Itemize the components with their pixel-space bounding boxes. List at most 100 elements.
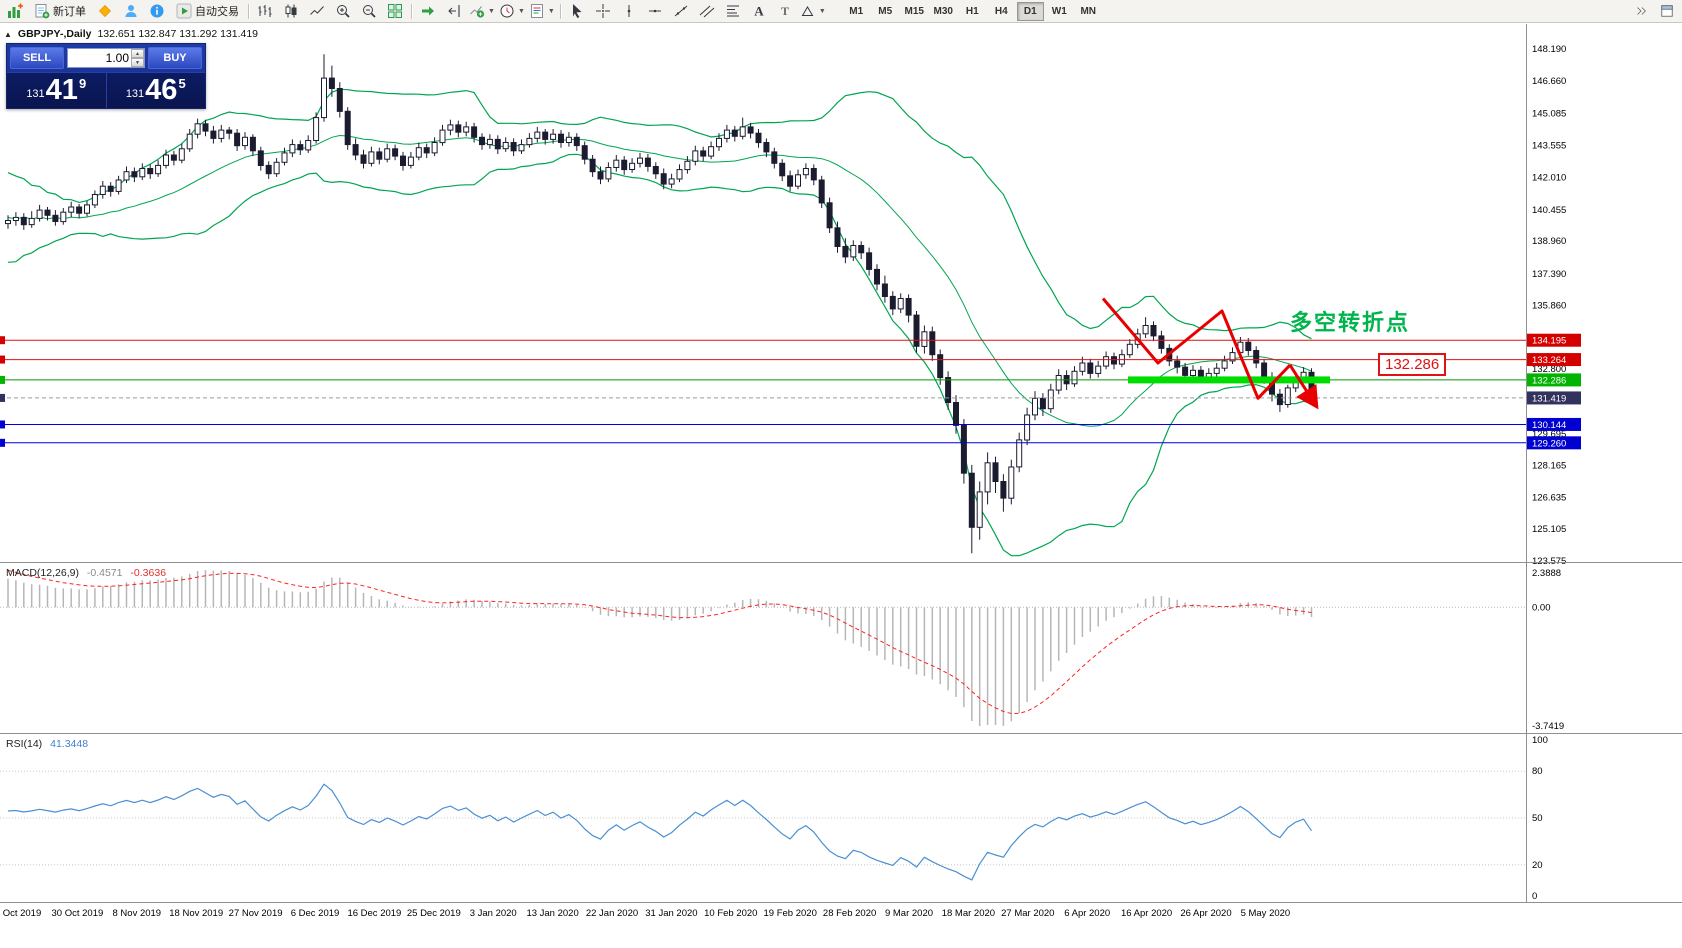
toolbar-overflow-button[interactable]: [1628, 0, 1654, 22]
line-chart-button[interactable]: [304, 0, 330, 22]
autoscroll-button[interactable]: [415, 0, 441, 22]
trendline-tool-button[interactable]: [668, 0, 694, 22]
rsi-scale-label: 80: [1532, 766, 1543, 777]
date-label: 3 Jan 2020: [470, 908, 517, 919]
oct-toggle-icon[interactable]: ▲: [4, 29, 12, 39]
price-scale-label: 123.575: [1532, 556, 1566, 567]
candlestick-chart-button[interactable]: [278, 0, 304, 22]
tile-windows-icon: [387, 3, 403, 19]
price-level-label[interactable]: 132.286: [1378, 353, 1447, 376]
sell-price-display: 131 41 9: [7, 73, 106, 108]
line-left-marker: [0, 420, 5, 429]
rsi-scale-label: 20: [1532, 860, 1543, 871]
candlestick-series: [5, 54, 1315, 554]
indicators-button[interactable]: ▼: [467, 0, 497, 22]
price-scale: 148.190 146.660 145.085 143.555 142.010 140.4…: [1527, 44, 1581, 567]
volume-input[interactable]: 1.00 ▲ ▼: [67, 48, 145, 68]
svg-text:T: T: [781, 4, 789, 18]
line-left-marker: [0, 336, 5, 345]
price-divider: [105, 73, 107, 108]
price-scale-label: 143.555: [1532, 141, 1566, 152]
shapes-tool-button[interactable]: ▼: [798, 0, 828, 22]
price-tag-text: 133.264: [1532, 355, 1566, 366]
sell-price-big: 41: [45, 74, 78, 107]
date-label: 5 May 2020: [1241, 908, 1291, 919]
new-order-button[interactable]: 新订单: [28, 0, 92, 22]
buy-button[interactable]: BUY: [148, 47, 202, 69]
line-left-marker: [0, 393, 5, 402]
autotrading-label: 自动交易: [195, 6, 239, 18]
timeframe-button-m1[interactable]: M1: [849, 5, 864, 17]
price-tag-text: 129.260: [1532, 438, 1566, 449]
timeframe-button-m15[interactable]: M15: [904, 5, 924, 17]
community-button[interactable]: [118, 0, 144, 22]
date-label: 16 Apr 2020: [1121, 908, 1172, 919]
date-label: 18 Nov 2019: [169, 908, 223, 919]
channel-tool-button[interactable]: [694, 0, 720, 22]
timeframe-button-m5[interactable]: M5: [878, 5, 893, 17]
macd-scale-top: 2.3888: [1532, 568, 1561, 579]
timeframe-button-w1[interactable]: W1: [1051, 5, 1067, 17]
timeframe-button-h4[interactable]: H4: [994, 5, 1008, 17]
autotrading-button[interactable]: 自动交易: [170, 0, 245, 22]
templates-button[interactable]: ▼: [527, 0, 557, 22]
label-tool-button[interactable]: T: [772, 0, 798, 22]
volume-value[interactable]: 1.00: [105, 51, 129, 65]
volume-down-button[interactable]: ▼: [131, 58, 144, 67]
tile-windows-button[interactable]: [382, 0, 408, 22]
timeframe-button-m30[interactable]: M30: [933, 5, 953, 17]
new-chart-icon: [7, 3, 23, 19]
price-scale-label: 135.860: [1532, 301, 1566, 312]
price-scale-label: 125.105: [1532, 524, 1566, 535]
macd-scale-zero: 0.00: [1532, 602, 1551, 613]
vertical-line-tool-button[interactable]: [616, 0, 642, 22]
chart-shift-button[interactable]: [441, 0, 467, 22]
zoom-out-button[interactable]: [356, 0, 382, 22]
horizontal-lines[interactable]: [0, 336, 1526, 447]
candlestick-chart-icon: [283, 3, 299, 19]
date-label: 25 Dec 2019: [407, 908, 461, 919]
timeframe-button-d1[interactable]: D1: [1016, 1, 1044, 21]
timeframe-button-h1[interactable]: H1: [965, 5, 979, 17]
periods-button[interactable]: ▼: [497, 0, 527, 22]
timeframe-bar: M1 M5 M15 M30 H1 H4 D1 W1 MN: [842, 1, 1103, 21]
cursor-tool-button[interactable]: [564, 0, 590, 22]
price-tag-131.419: [1527, 391, 1581, 405]
cursor-icon: [569, 3, 585, 19]
rsi-indicator: 100 80 50 20 0: [0, 735, 1548, 902]
label-icon: T: [777, 3, 793, 19]
volume-up-button[interactable]: ▲: [131, 49, 144, 58]
zoom-in-button[interactable]: [330, 0, 356, 22]
bar-chart-button[interactable]: [252, 0, 278, 22]
metaeditor-button[interactable]: [92, 0, 118, 22]
horizontal-line-tool-button[interactable]: [642, 0, 668, 22]
crosshair-tool-button[interactable]: [590, 0, 616, 22]
info-button[interactable]: [144, 0, 170, 22]
docking-icon: [1660, 4, 1674, 18]
docking-button[interactable]: [1654, 0, 1680, 22]
pane-separators: [0, 24, 1682, 903]
support-zone-bar[interactable]: [1128, 376, 1330, 384]
sell-button[interactable]: SELL: [10, 47, 64, 69]
price-scale-label: 138.960: [1532, 236, 1566, 247]
rsi-value: 41.3448: [50, 738, 89, 750]
bollinger-bands: [7, 88, 1312, 557]
date-label: 8 Nov 2019: [113, 908, 162, 919]
timeframe-button-mn[interactable]: MN: [1080, 5, 1097, 17]
channel-icon: [699, 3, 715, 19]
price-tag-130.144: [1527, 417, 1581, 431]
text-tool-button[interactable]: A: [746, 0, 772, 22]
date-label: 9 Mar 2020: [885, 908, 933, 919]
fibonacci-tool-button[interactable]: [720, 0, 746, 22]
date-label: 27 Nov 2019: [229, 908, 283, 919]
price-tag-134.195: [1527, 333, 1581, 347]
macd-signal-line: [7, 569, 1312, 715]
line-left-marker: [0, 355, 5, 364]
price-scale-label: 142.010: [1532, 173, 1566, 184]
zigzag-annotation[interactable]: [1101, 297, 1319, 410]
line-left-marker: [0, 375, 5, 384]
new-chart-button[interactable]: [2, 0, 28, 22]
toolbar-separator: [559, 3, 561, 19]
rsi-name: RSI(14): [6, 738, 43, 750]
